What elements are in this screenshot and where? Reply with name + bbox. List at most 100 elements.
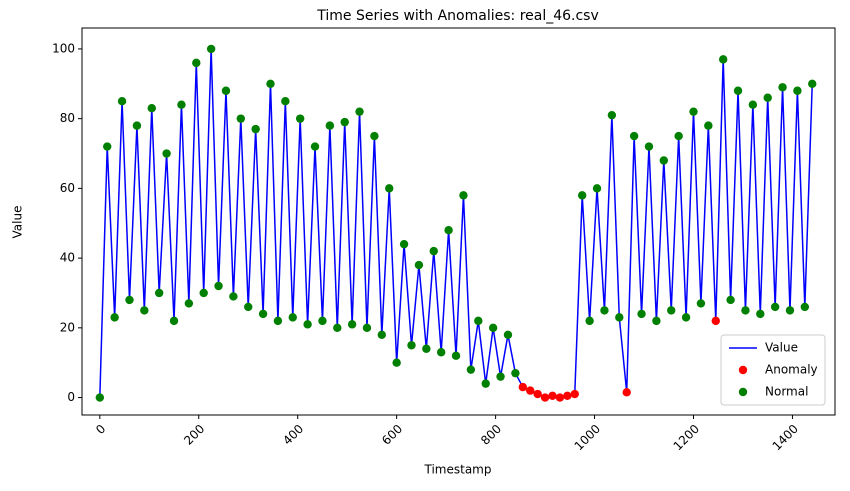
point: [333, 323, 342, 333]
point: [622, 388, 631, 397]
point: [214, 281, 223, 291]
point: [385, 184, 394, 193]
legend-label: Value: [765, 341, 798, 355]
point: [244, 302, 253, 312]
point: [273, 316, 283, 326]
point: [355, 107, 364, 116]
point: [177, 100, 186, 109]
chart-title: Time Series with Anomalies: real_46.csv: [316, 8, 599, 24]
point: [488, 323, 498, 333]
y-tick-label: 40: [60, 251, 75, 265]
point: [540, 393, 550, 402]
y-tick-label: 60: [60, 181, 75, 195]
point: [236, 114, 246, 123]
point: [667, 306, 676, 315]
point: [607, 110, 617, 120]
point: [711, 316, 720, 326]
point: [770, 302, 780, 312]
point: [303, 320, 312, 329]
x-tick-label: 200: [181, 422, 207, 448]
point: [696, 299, 706, 308]
point: [748, 100, 758, 109]
point: [629, 131, 639, 141]
point: [162, 149, 171, 158]
point: [221, 86, 231, 95]
legend-swatch: [738, 365, 748, 375]
point: [585, 316, 594, 326]
legend-label: Anomaly: [765, 363, 818, 377]
y-axis-label: Value: [11, 206, 25, 239]
point: [318, 316, 327, 326]
point: [295, 114, 305, 123]
plot-area: [95, 44, 817, 402]
point: [370, 131, 379, 141]
point: [110, 313, 119, 322]
point: [459, 191, 468, 200]
x-tick-label: 600: [379, 422, 405, 448]
point: [592, 184, 602, 193]
point: [548, 391, 557, 401]
point: [407, 341, 416, 350]
point: [481, 379, 490, 388]
legend-swatch: [738, 387, 748, 397]
point: [526, 386, 535, 395]
point: [800, 302, 810, 312]
point: [733, 86, 743, 95]
point: [140, 306, 149, 315]
x-tick-label: 1200: [671, 422, 702, 453]
point: [310, 142, 320, 151]
point: [793, 86, 802, 95]
point: [763, 93, 772, 102]
point: [451, 351, 461, 360]
point: [132, 121, 142, 130]
point: [659, 156, 669, 165]
plot-frame: [81, 27, 836, 416]
y-tick-label: 0: [67, 390, 75, 404]
point: [103, 142, 112, 151]
point: [125, 295, 134, 305]
point: [266, 79, 275, 88]
point: [229, 292, 238, 301]
point: [615, 313, 624, 322]
point: [340, 117, 349, 127]
point: [325, 121, 335, 130]
point: [778, 83, 787, 92]
point: [192, 58, 201, 68]
point: [258, 309, 268, 319]
point: [496, 372, 505, 381]
point: [399, 239, 409, 249]
point: [117, 97, 127, 106]
x-tick-label: 0: [93, 422, 108, 437]
point: [422, 344, 431, 353]
point: [199, 288, 208, 298]
point: [555, 393, 565, 402]
point: [808, 79, 817, 88]
x-tick-label: 800: [478, 422, 504, 448]
point: [577, 191, 587, 200]
point: [785, 306, 795, 315]
point: [147, 103, 156, 113]
point: [570, 389, 579, 399]
point: [741, 306, 750, 315]
point: [563, 391, 572, 401]
point: [288, 313, 297, 322]
point: [436, 348, 446, 357]
point: [681, 313, 691, 322]
y-tick-label: 20: [60, 320, 75, 334]
point: [347, 320, 357, 329]
point: [206, 44, 216, 54]
point: [718, 55, 728, 64]
point: [281, 97, 290, 106]
point: [689, 107, 698, 116]
point: [726, 295, 735, 305]
x-tick-label: 1400: [770, 422, 801, 453]
x-tick-label: 400: [280, 422, 306, 448]
value-line: [99, 48, 813, 399]
point: [503, 330, 513, 340]
point: [756, 309, 765, 319]
point: [674, 131, 683, 141]
point: [518, 382, 528, 392]
y-tick-label: 80: [60, 111, 75, 125]
point: [251, 124, 260, 134]
